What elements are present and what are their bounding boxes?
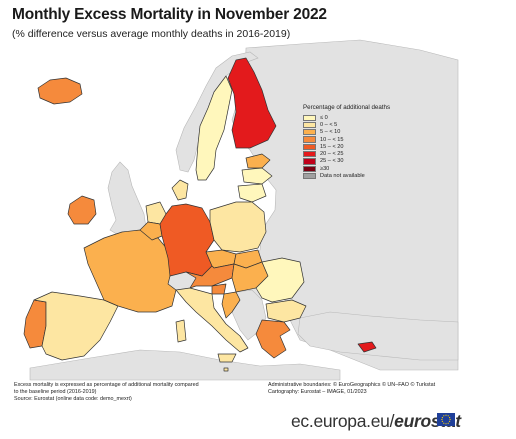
greece: [255, 319, 291, 359]
legend-label: 25 – < 30: [320, 158, 344, 165]
legend-swatch: [303, 150, 316, 158]
legend-label: 5 – < 10: [320, 129, 341, 136]
legend-label: 0 – < 5: [320, 121, 338, 128]
legend-swatch: [303, 158, 316, 165]
croatia: [221, 291, 241, 319]
footnote-right: Administrative boundaries: © EuroGeograp…: [268, 382, 508, 396]
united-kingdom: [107, 161, 147, 237]
bulgaria: [265, 299, 307, 323]
footnote-left: Excess mortality is expressed as percent…: [14, 382, 254, 403]
legend-label: ≥30: [320, 165, 330, 172]
note-line1: Excess mortality is expressed as percent…: [14, 382, 199, 388]
boundaries-note: Administrative boundaries: © EuroGeograp…: [268, 382, 436, 388]
romania: [255, 257, 305, 303]
iceland: [37, 77, 83, 105]
eurostat-brand[interactable]: ec.europa.eu/eurostat: [291, 411, 461, 432]
map-title: Monthly Excess Mortality in November 202…: [12, 6, 327, 23]
legend-label: 10 – < 15: [320, 136, 344, 143]
legend-row: ≤ 0: [303, 114, 423, 121]
map-legend: Percentage of additional deaths ≤ 0 0 – …: [303, 104, 423, 180]
spain: [33, 291, 119, 361]
cyprus: [357, 341, 377, 353]
legend-swatch: [303, 129, 316, 136]
legend-swatch: [303, 172, 316, 180]
ireland: [67, 195, 97, 225]
source-note: Source: Eurostat (online data code: demo…: [14, 396, 132, 402]
legend-swatch: [303, 143, 316, 150]
sweden: [195, 75, 233, 181]
italy: [175, 287, 249, 353]
brand-prefix: ec.europa.eu/: [291, 411, 395, 431]
eu-flag-icon: [437, 413, 455, 426]
norway: [175, 51, 259, 173]
estonia: [245, 153, 271, 169]
legend-row: 25 – < 30: [303, 158, 423, 165]
denmark: [171, 179, 189, 201]
slovenia: [211, 283, 227, 295]
malta: [223, 367, 229, 372]
poland: [209, 201, 267, 253]
legend-label: 20 – < 25: [320, 151, 344, 158]
north-africa: [29, 349, 341, 381]
cartography-note: Cartography: Eurostat – IMAGE, 01/2023: [268, 389, 367, 395]
legend-row: 10 – < 15: [303, 136, 423, 143]
legend-title: Percentage of additional deaths: [303, 104, 391, 111]
legend-swatch: [303, 136, 316, 143]
legend-row: Data not available: [303, 172, 423, 180]
turkey: [297, 311, 459, 361]
legend-label: 15 – < 20: [320, 143, 344, 150]
sardinia: [175, 319, 187, 343]
legend-swatch: [303, 121, 316, 129]
sicily: [217, 353, 237, 363]
lithuania: [237, 183, 267, 203]
legend-row: 0 – < 5: [303, 121, 423, 129]
legend-row: 15 – < 20: [303, 143, 423, 150]
legend-row: ≥30: [303, 165, 423, 172]
finland: [227, 57, 277, 149]
map-subtitle: (% difference versus average monthly dea…: [12, 28, 291, 40]
legend-swatch: [303, 165, 316, 172]
legend-swatch: [303, 114, 316, 121]
legend-row: 5 – < 10: [303, 129, 423, 136]
legend-label: Data not available: [320, 173, 365, 180]
latvia: [241, 167, 273, 185]
legend-label: ≤ 0: [320, 114, 328, 121]
legend-row: 20 – < 25: [303, 150, 423, 158]
note-line2: to the baseline period (2016-2019): [14, 389, 97, 395]
france: [83, 229, 177, 313]
